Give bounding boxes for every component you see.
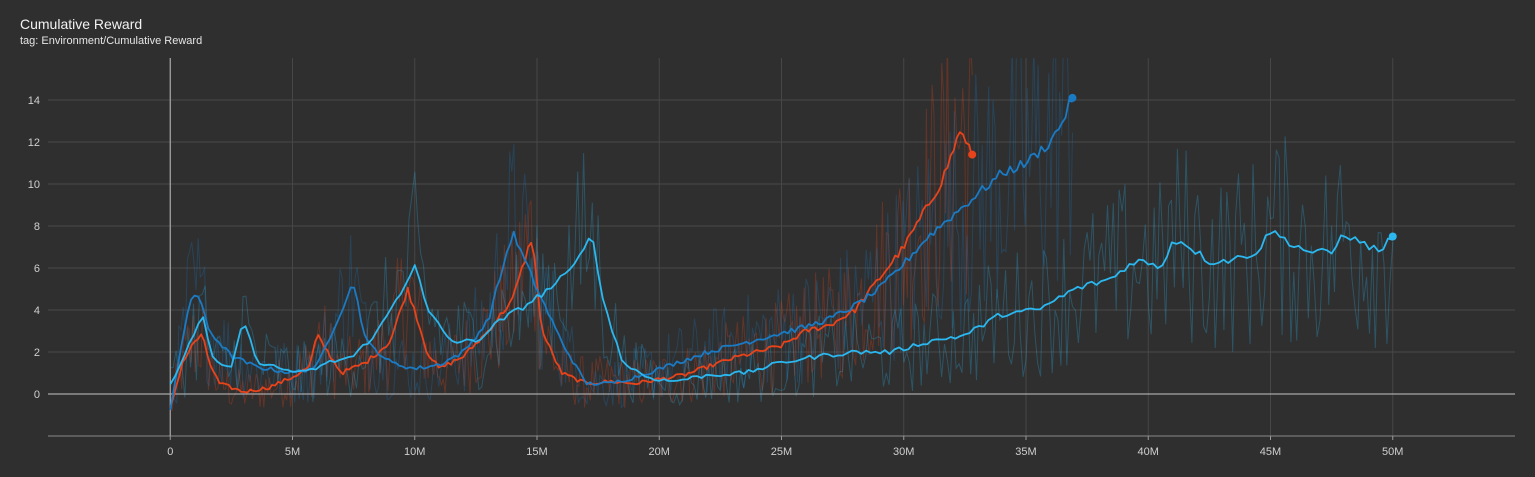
y-tick-label: 8 <box>34 221 40 233</box>
x-tick-label: 20M <box>649 446 670 458</box>
x-tick-label: 0 <box>167 446 173 458</box>
x-tick-label: 45M <box>1260 446 1281 458</box>
x-tick-label: 5M <box>285 446 300 458</box>
x-tick-label: 40M <box>1138 446 1159 458</box>
x-tick-label: 30M <box>893 446 914 458</box>
series-0-raw-trace <box>169 58 973 412</box>
x-tick-label: 50M <box>1382 446 1403 458</box>
x-tick-label: 10M <box>404 446 425 458</box>
raw-series-layer <box>169 58 1394 412</box>
y-axis-ticks: 0 2 4 6 8 10 12 14 <box>28 95 40 401</box>
y-tick-label: 6 <box>34 263 40 275</box>
smoothed-series-layer <box>169 93 1397 411</box>
y-tick-label: 0 <box>34 389 40 401</box>
chart-tag: tag: Environment/Cumulative Reward <box>20 35 203 47</box>
y-tick-label: 10 <box>28 179 40 191</box>
series-2-raw-trace <box>170 136 1394 406</box>
series-1-end-point[interactable] <box>1068 93 1077 102</box>
y-tick-label: 2 <box>34 347 40 359</box>
x-tick-label: 25M <box>771 446 792 458</box>
series-2-end-point[interactable] <box>1388 232 1397 241</box>
y-tick-label: 4 <box>34 305 40 317</box>
y-tick-label: 12 <box>28 137 40 149</box>
series-1-raw-trace <box>169 58 1073 409</box>
series-0-line[interactable] <box>169 131 974 408</box>
series-1-line[interactable] <box>169 99 1073 411</box>
x-axis-ticks: 0 5M 10M 15M 20M 25M 30M 35M 40M 45M 50M <box>167 436 1403 458</box>
grid <box>48 58 1515 436</box>
x-tick-label: 15M <box>526 446 547 458</box>
x-tick-label: 35M <box>1015 446 1036 458</box>
series-2-line[interactable] <box>169 230 1394 385</box>
chart-title: Cumulative Reward <box>20 16 143 32</box>
y-tick-label: 14 <box>28 95 40 107</box>
series-0-end-point[interactable] <box>968 150 977 159</box>
